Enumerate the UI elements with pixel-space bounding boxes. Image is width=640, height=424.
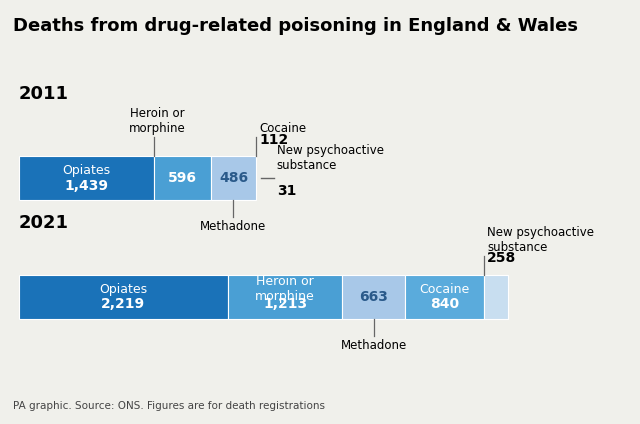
Bar xyxy=(211,156,257,200)
Bar xyxy=(228,275,342,319)
Text: 663: 663 xyxy=(359,290,388,304)
Bar xyxy=(484,275,508,319)
Text: 2011: 2011 xyxy=(19,86,68,103)
Text: Methadone: Methadone xyxy=(200,220,267,233)
Bar xyxy=(342,275,405,319)
Text: 840: 840 xyxy=(430,297,459,311)
Bar xyxy=(19,275,228,319)
Bar xyxy=(405,275,484,319)
Bar xyxy=(19,156,154,200)
Text: Cocaine: Cocaine xyxy=(419,283,470,296)
Text: Opiates: Opiates xyxy=(99,283,147,296)
Text: Deaths from drug-related poisoning in England & Wales: Deaths from drug-related poisoning in En… xyxy=(13,17,578,35)
Text: 486: 486 xyxy=(219,171,248,185)
Text: 1,213: 1,213 xyxy=(263,297,307,311)
Text: Cocaine: Cocaine xyxy=(259,122,307,135)
Text: Heroin or
morphine: Heroin or morphine xyxy=(255,275,315,303)
Text: 258: 258 xyxy=(487,251,516,265)
Text: New psychoactive
substance: New psychoactive substance xyxy=(487,226,594,254)
Text: 1,439: 1,439 xyxy=(65,179,108,192)
Text: Opiates: Opiates xyxy=(62,164,111,177)
Text: 2,219: 2,219 xyxy=(101,297,145,311)
Text: New psychoactive
substance: New psychoactive substance xyxy=(276,144,383,172)
Text: Heroin or
morphine: Heroin or morphine xyxy=(129,107,186,135)
Text: 596: 596 xyxy=(168,171,197,185)
Text: Methadone: Methadone xyxy=(340,338,406,351)
Text: PA graphic. Source: ONS. Figures are for death registrations: PA graphic. Source: ONS. Figures are for… xyxy=(13,401,325,411)
Text: 2021: 2021 xyxy=(19,215,68,232)
Text: 31: 31 xyxy=(276,184,296,198)
Bar xyxy=(154,156,211,200)
Text: 112: 112 xyxy=(259,133,289,147)
